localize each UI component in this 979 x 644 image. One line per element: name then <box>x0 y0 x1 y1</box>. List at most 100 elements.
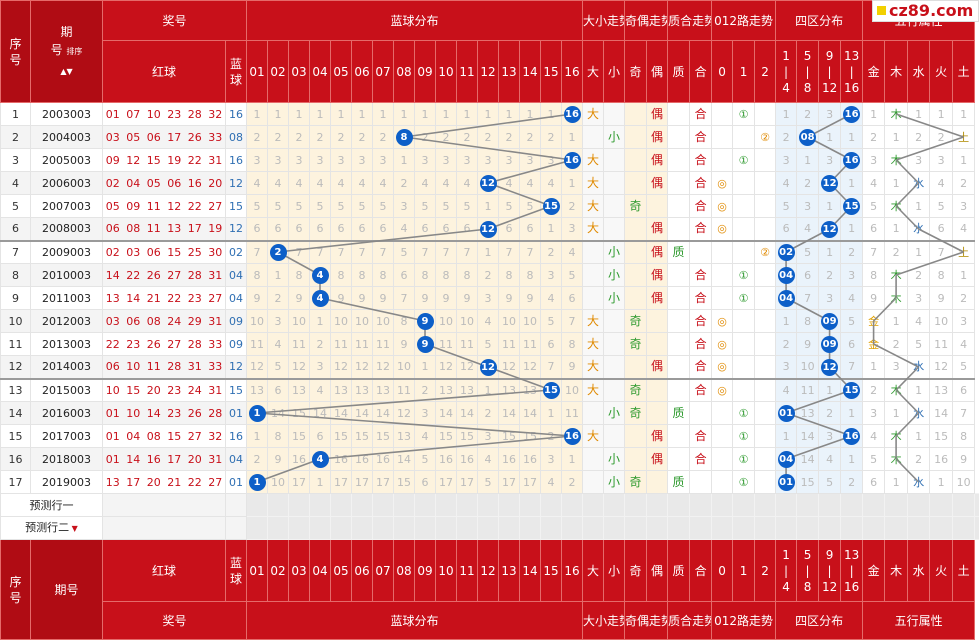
wuxing-cell: 7 <box>862 239 886 264</box>
wuxing-cell: 14 <box>929 401 954 425</box>
zone-marker: 01 <box>777 405 795 422</box>
row-seq: 4 <box>0 171 31 195</box>
table-row: 4 2006003 02 04 05 06 16 20 12 4 4 4 4 4 4 4 2 4 4 4 12… <box>0 171 979 195</box>
predict-row[interactable]: 预测行二 ▼ <box>0 516 979 540</box>
parity-cell <box>624 125 648 149</box>
blue-miss-count: 5 <box>414 194 437 218</box>
predict-cell <box>498 493 521 517</box>
col-wuxing: 金 <box>862 539 886 602</box>
predict-cell <box>330 516 353 540</box>
group-prime_trend: 质合走势 <box>667 0 713 41</box>
route-cell <box>732 217 756 241</box>
blue-miss-count: 14 <box>456 401 479 425</box>
blue-ball-marker: 1 <box>248 405 266 422</box>
wuxing-cell: 1 <box>862 102 886 126</box>
group-prime_trend: 质合走势 <box>667 601 713 640</box>
col-route: 1 <box>732 539 756 602</box>
col-route: 0 <box>711 539 734 602</box>
blue-miss-count: 4 <box>414 171 437 195</box>
blue-miss-count: 4 <box>435 171 458 195</box>
route-cell <box>754 424 777 448</box>
col-zone: 5 | 8 <box>796 539 820 602</box>
table-row: 15 2017003 01 04 08 15 27 32 16 1 8 15 6 15 15 15 1… <box>0 424 979 448</box>
route-cell <box>711 470 734 494</box>
col-wuxing: 土 <box>952 40 976 103</box>
row-issue: 2016003 <box>30 401 103 425</box>
col-prime: 质 <box>667 40 691 103</box>
row-blue-ball: 02 <box>224 239 248 264</box>
blue-miss-count: 4 <box>393 217 416 241</box>
prime-cell: 合 <box>689 102 713 126</box>
size-cell <box>582 470 605 494</box>
blue-miss-count: 3 <box>540 447 563 471</box>
blue-miss-count: 15 <box>393 470 416 494</box>
row-seq: 15 <box>0 424 31 448</box>
zone-miss-count: 4 <box>796 217 820 241</box>
row-seq: 2 <box>0 125 31 149</box>
blue-miss-count: 1 <box>561 447 584 471</box>
sort-icon[interactable]: 排序 ▲▼ <box>60 46 83 76</box>
blue-ball-marker: 2 <box>269 244 287 262</box>
size-cell: 大 <box>582 332 605 356</box>
blue-miss-count: 4 <box>540 286 563 310</box>
group-parity_trend: 奇偶走势 <box>624 601 669 640</box>
zone-hit: 09 <box>818 309 842 333</box>
wuxing-cell: 1 <box>907 239 931 264</box>
wuxing-cell: 1 <box>929 470 954 494</box>
blue-miss-count: 5 <box>477 470 500 494</box>
expand-icon[interactable]: ▼ <box>69 524 78 533</box>
wuxing-cell: 15 <box>929 424 954 448</box>
wuxing-cell: 2 <box>884 332 909 356</box>
col-blue-16: 16 <box>561 539 584 602</box>
size-cell <box>603 194 626 218</box>
parity-cell: 奇 <box>624 194 648 218</box>
blue-miss-count: 11 <box>393 377 416 402</box>
col-prime: 质 <box>667 539 691 602</box>
wuxing-cell: 7 <box>929 239 954 264</box>
col-parity: 奇 <box>624 40 648 103</box>
blue-miss-count: 1 <box>330 102 353 126</box>
blue-ball-hit: 16 <box>561 102 584 126</box>
zone-marker: 02 <box>777 244 795 262</box>
row-issue: 2018003 <box>30 447 103 471</box>
predict-cell <box>267 493 290 517</box>
route-cell <box>711 286 734 310</box>
route-cell <box>754 171 777 195</box>
blue-miss-count: 5 <box>456 194 479 218</box>
route-cell: ◎ <box>711 309 734 333</box>
size-cell <box>582 401 605 425</box>
blue-miss-count: 12 <box>519 355 542 379</box>
blue-ball-marker: 4 <box>311 451 329 468</box>
row-seq: 1 <box>0 102 31 126</box>
blue-miss-count: 3 <box>477 148 500 172</box>
blue-miss-count: 6 <box>351 217 374 241</box>
blue-miss-count: 6 <box>372 217 395 241</box>
row-seq: 16 <box>0 447 31 471</box>
zone-hit: 12 <box>818 217 842 241</box>
predict-cell <box>603 516 626 540</box>
row-blue-ball: 04 <box>224 447 248 471</box>
blue-miss-count: 9 <box>330 286 353 310</box>
wuxing-cell: 3 <box>952 309 976 333</box>
row-issue: 2005003 <box>30 148 103 172</box>
blue-miss-count: 1 <box>477 377 500 402</box>
wuxing-cell: 土 <box>952 239 976 264</box>
wuxing-cell: 水 <box>907 217 931 241</box>
blue-miss-count: 7 <box>414 239 437 264</box>
blue-miss-count: 13 <box>330 377 353 402</box>
blue-miss-count: 5 <box>477 332 500 356</box>
table-row: 6 2008003 06 08 11 13 17 19 12 6 6 6 6 6 6 6 4 6 6 6 12… <box>0 217 979 241</box>
blue-miss-count: 9 <box>498 286 521 310</box>
size-cell: 小 <box>603 286 626 310</box>
blue-ball-marker: 12 <box>479 175 497 192</box>
route-cell: ① <box>732 102 756 126</box>
wuxing-cell: 水 <box>907 401 931 425</box>
predict-row[interactable]: 预测行一 <box>0 493 979 517</box>
zone-marker: 16 <box>843 152 861 169</box>
zone-miss-count: 4 <box>818 447 842 471</box>
blue-miss-count: 10 <box>498 309 521 333</box>
zone-marker: 15 <box>843 198 861 215</box>
zone-miss-count: 5 <box>775 194 798 218</box>
row-blue-ball: 12 <box>224 217 248 241</box>
parity-cell: 偶 <box>646 447 669 471</box>
